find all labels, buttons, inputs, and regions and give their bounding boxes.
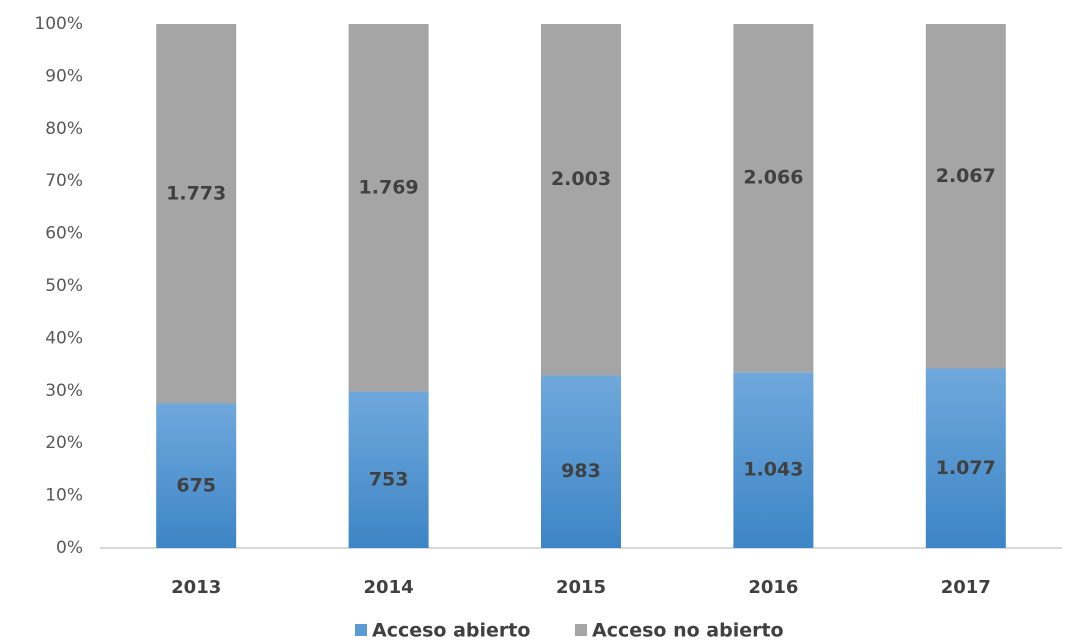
legend-swatch (355, 624, 367, 636)
bar (733, 372, 814, 548)
value-label: 1.773 (166, 182, 226, 204)
y-tick-label: 60% (45, 224, 83, 244)
bar (156, 403, 237, 548)
y-tick-label: 50% (45, 276, 83, 296)
bar (348, 24, 429, 392)
legend-swatch (575, 624, 587, 636)
value-label: 675 (176, 474, 216, 496)
legend-label: Acceso no abierto (592, 620, 784, 642)
y-tick-label: 20% (45, 433, 83, 453)
x-tick-label: 2014 (364, 577, 414, 598)
y-tick-label: 80% (45, 119, 83, 139)
y-tick-label: 0% (56, 538, 83, 558)
y-tick-label: 40% (45, 328, 83, 348)
bar (925, 368, 1006, 548)
value-label: 1.043 (743, 459, 803, 481)
value-label: 2.066 (743, 167, 803, 189)
value-label: 2.067 (936, 165, 996, 187)
bar (348, 391, 429, 548)
x-tick-label: 2016 (748, 577, 798, 598)
y-tick-label: 30% (45, 381, 83, 401)
bar (925, 24, 1006, 369)
bar (156, 24, 237, 404)
y-tick-label: 70% (45, 171, 83, 191)
value-label: 2.003 (551, 168, 611, 190)
bar (541, 375, 621, 548)
x-tick-label: 2015 (556, 577, 606, 598)
value-label: 1.077 (936, 457, 996, 479)
x-tick-label: 2013 (171, 577, 221, 598)
bar (541, 24, 621, 376)
value-label: 1.769 (359, 176, 419, 198)
y-tick-label: 100% (34, 14, 83, 34)
x-tick-label: 2017 (941, 577, 991, 598)
y-tick-label: 10% (45, 486, 83, 506)
legend-label: Acceso abierto (372, 620, 530, 642)
y-tick-label: 90% (45, 66, 83, 86)
value-label: 753 (369, 468, 409, 490)
value-label: 983 (561, 460, 601, 482)
bar (733, 24, 814, 373)
